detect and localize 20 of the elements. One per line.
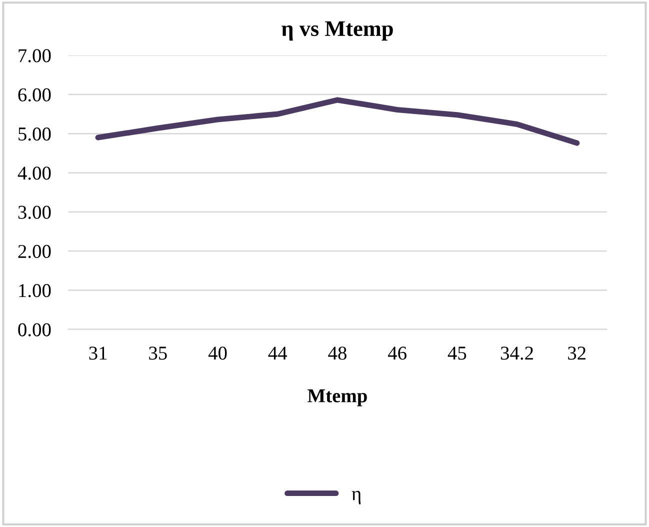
x-tick-label: 32 (568, 346, 586, 360)
x-tick-label: 35 (149, 346, 167, 360)
x-tick-label: 44 (268, 346, 288, 360)
x-tick-label: 45 (448, 346, 466, 360)
y-tick-label: 1.00 (19, 284, 51, 298)
x-tick-label: 34.2 (500, 346, 533, 360)
chart-title: η vs Mtemp (282, 21, 393, 41)
x-tick-label: 40 (208, 346, 227, 360)
legend-label: η (352, 490, 361, 504)
y-tick-label: 3.00 (18, 206, 51, 219)
y-tick-label: 4.00 (18, 166, 51, 180)
x-tick-label: 48 (328, 346, 346, 360)
y-tick-label: 2.00 (18, 244, 51, 258)
y-tick-label: 7.00 (18, 49, 51, 62)
x-tick-label: 46 (388, 346, 406, 360)
x-axis-title: Mtemp (308, 389, 367, 406)
y-tick-label: 0.00 (18, 323, 51, 336)
y-tick-label: 6.00 (18, 88, 51, 102)
x-tick-label: 31 (89, 346, 107, 360)
y-tick-label: 5.00 (18, 127, 51, 141)
